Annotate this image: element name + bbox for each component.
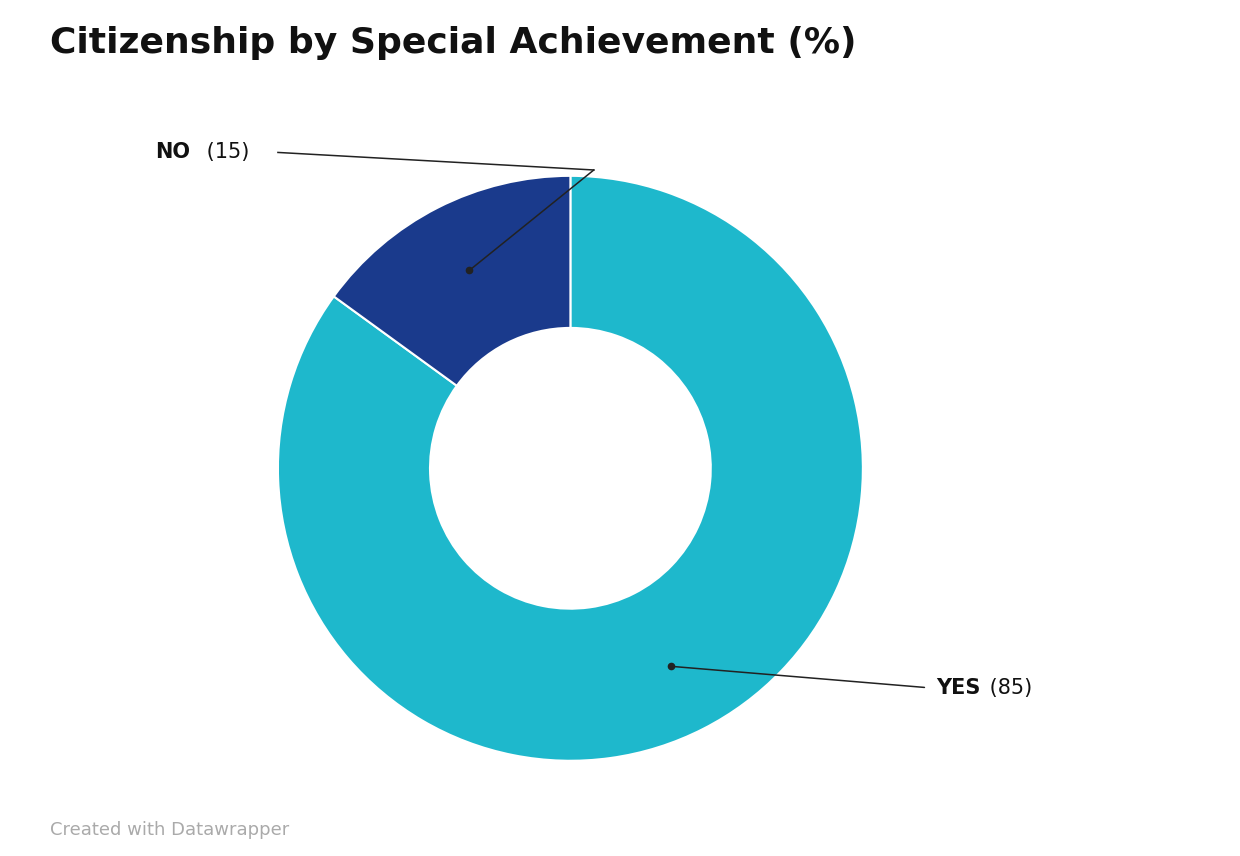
Text: (85): (85) <box>983 678 1032 698</box>
Text: YES: YES <box>936 678 981 698</box>
Text: NO: NO <box>155 142 190 163</box>
Wedge shape <box>278 175 863 761</box>
Text: Citizenship by Special Achievement (%): Citizenship by Special Achievement (%) <box>50 26 856 60</box>
Text: (15): (15) <box>201 142 249 163</box>
Wedge shape <box>334 175 570 386</box>
Text: Created with Datawrapper: Created with Datawrapper <box>50 821 289 839</box>
